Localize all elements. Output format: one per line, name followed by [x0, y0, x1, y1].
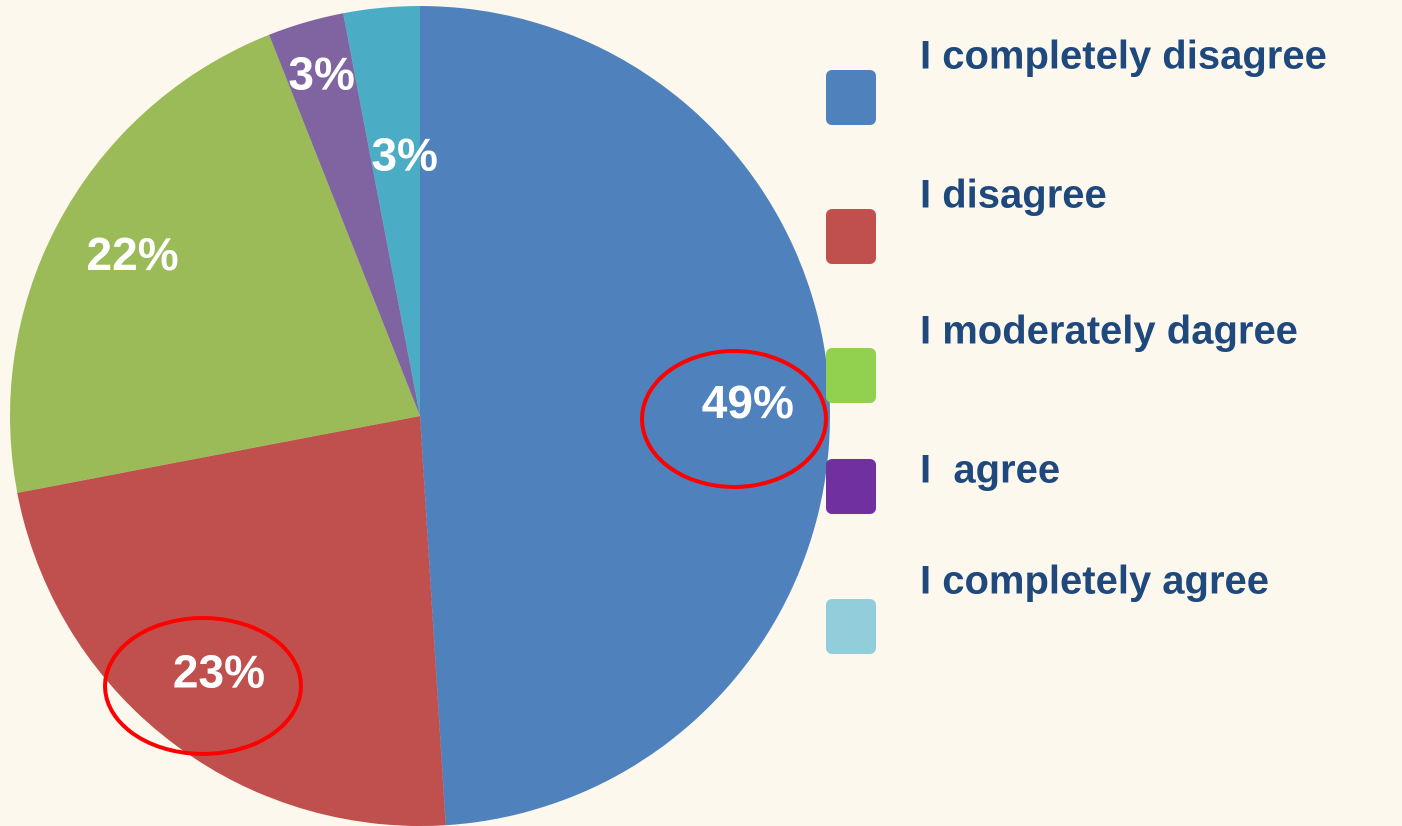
data-label: 49%	[702, 376, 794, 428]
data-labels: 49% 23% 22% 3% 3%	[87, 48, 794, 698]
legend-label: I disagree	[920, 173, 1107, 217]
data-label: 3%	[371, 128, 437, 180]
legend-label: I completely disagree	[920, 34, 1327, 78]
legend: I completely disagree I disagree I moderat…	[826, 34, 1327, 654]
legend-swatch	[826, 209, 876, 264]
legend-label: I moderately dagree	[920, 309, 1298, 353]
legend-swatch	[826, 599, 876, 654]
pie-slice	[269, 13, 420, 416]
pie-slice	[9, 34, 421, 493]
legend-label: I completely agree	[920, 559, 1269, 603]
data-label: 3%	[288, 48, 354, 100]
highlight-ellipse	[640, 349, 828, 489]
legend-swatch	[826, 459, 876, 514]
data-label: 22%	[87, 228, 179, 280]
pie	[9, 6, 831, 826]
highlight-ellipse	[103, 616, 303, 756]
data-label: 23%	[173, 645, 265, 697]
pie-slice	[420, 6, 831, 826]
pie-slice	[343, 6, 420, 416]
legend-swatch	[826, 348, 876, 403]
legend-swatch	[826, 70, 876, 125]
legend-label: I agree	[920, 448, 1060, 492]
